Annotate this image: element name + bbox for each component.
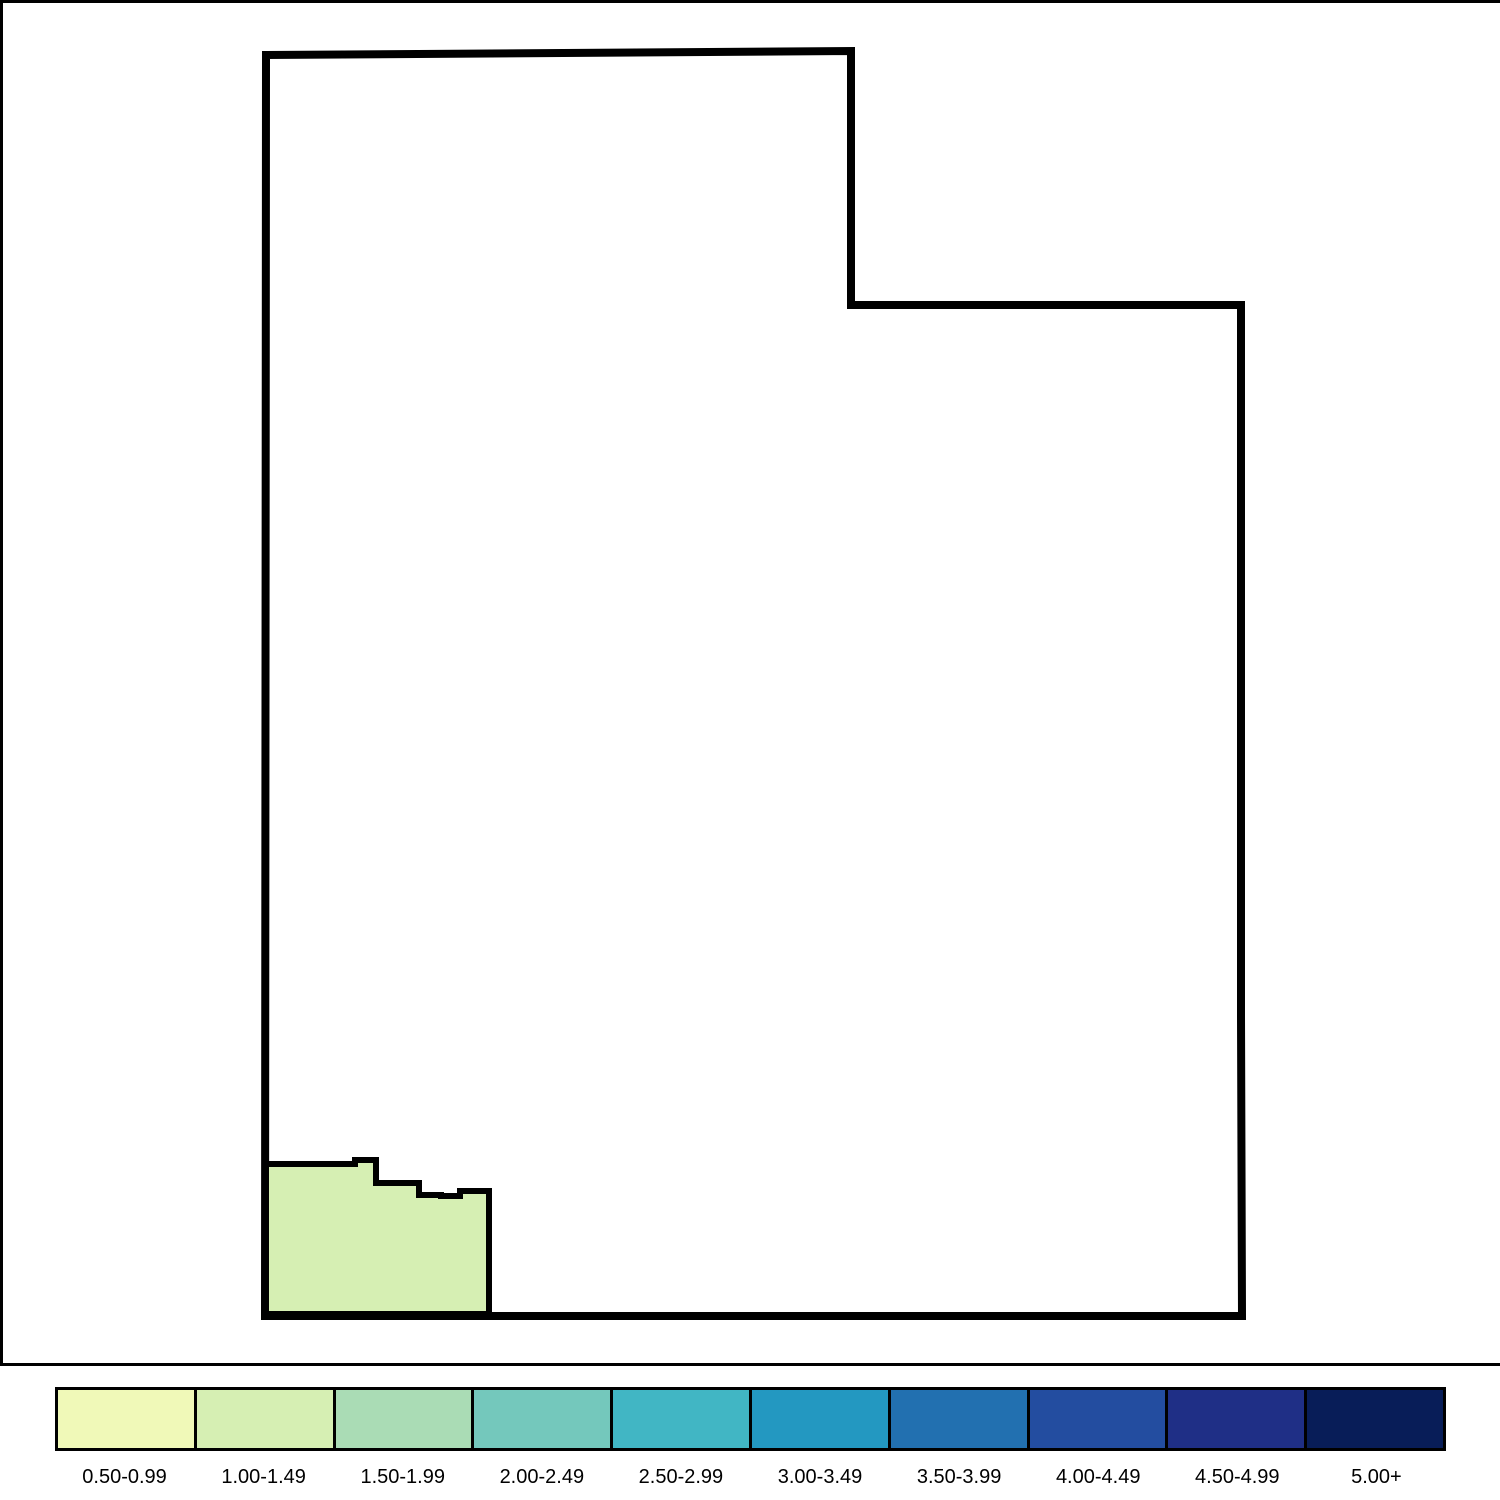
- legend-swatch: [890, 1390, 1030, 1448]
- legend-label: 4.00-4.49: [1055, 1466, 1141, 1488]
- state-outline[interactable]: [260, 46, 1247, 1320]
- legend-label: 0.50-0.99: [82, 1466, 167, 1488]
- state-map: [260, 46, 1247, 1320]
- legend-color-bar: [55, 1387, 1446, 1451]
- legend-label: 1.00-1.49: [221, 1466, 306, 1488]
- legend-label: 3.00-3.49: [777, 1466, 863, 1488]
- legend-swatch: [474, 1390, 614, 1448]
- legend-swatch: [751, 1390, 891, 1448]
- map-frame: [0, 0, 1500, 1366]
- legend-swatch: [196, 1390, 336, 1448]
- legend-swatch: [1029, 1390, 1169, 1448]
- legend-swatch: [335, 1390, 475, 1448]
- legend-label: 1.50-1.99: [360, 1466, 445, 1488]
- highlighted-county[interactable]: [263, 1157, 492, 1317]
- legend-swatch: [58, 1390, 197, 1448]
- legend-label: 3.50-3.99: [916, 1466, 1002, 1488]
- legend-labels: 0.50-0.99 1.00-1.49 1.50-1.99 2.00-2.49 2.50…: [55, 1464, 1446, 1494]
- legend-label: 2.00-2.49: [499, 1466, 585, 1488]
- legend-label: 2.50-2.99: [638, 1466, 724, 1488]
- legend-swatch: [1307, 1390, 1443, 1448]
- legend-label: 4.50-4.99: [1195, 1466, 1280, 1488]
- legend-swatch: [613, 1390, 752, 1448]
- legend-swatch: [1168, 1390, 1308, 1448]
- legend-label: 5.00+: [1351, 1466, 1402, 1488]
